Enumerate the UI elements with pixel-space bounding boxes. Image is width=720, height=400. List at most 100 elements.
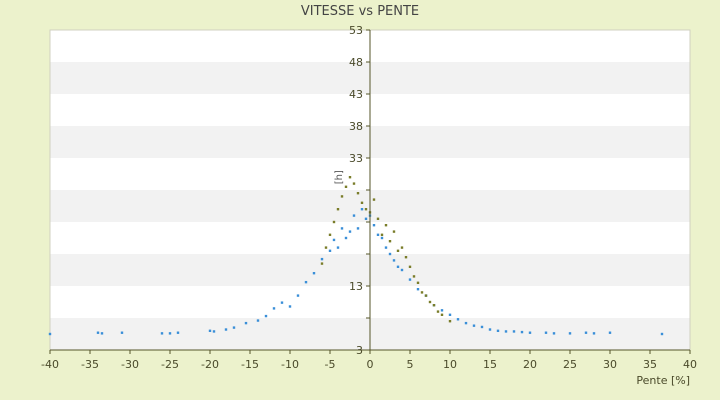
data-point xyxy=(400,246,404,249)
data-point xyxy=(328,233,332,236)
data-point xyxy=(344,236,348,240)
data-point xyxy=(408,278,412,281)
data-point xyxy=(544,331,548,334)
data-point xyxy=(456,318,460,321)
data-point xyxy=(272,307,276,310)
data-point xyxy=(256,319,260,322)
x-tick-label: -20 xyxy=(201,358,219,371)
x-tick-label: 0 xyxy=(367,358,374,371)
data-point xyxy=(312,272,316,275)
y-tick-labels: 3 13 33 38 43 48 53 xyxy=(349,24,363,357)
y-tick-label: 43 xyxy=(349,88,363,101)
chart-title: VITESSE vs PENTE xyxy=(301,4,419,19)
data-point xyxy=(448,313,452,316)
data-point xyxy=(356,227,360,230)
data-point xyxy=(404,256,408,259)
data-point xyxy=(280,301,284,304)
x-tick-label: 30 xyxy=(603,358,617,371)
data-point xyxy=(464,321,468,325)
y-tick-label: 33 xyxy=(349,152,363,165)
y-tick-label: 3 xyxy=(356,344,363,357)
data-point xyxy=(388,252,392,256)
data-point xyxy=(504,330,508,333)
data-point xyxy=(360,208,364,211)
data-point xyxy=(176,331,180,334)
data-point xyxy=(208,329,212,332)
data-point xyxy=(424,294,428,297)
data-point xyxy=(364,217,368,220)
data-point xyxy=(212,330,216,333)
data-point xyxy=(400,268,404,272)
data-point xyxy=(372,198,376,201)
x-tick-label: -10 xyxy=(281,358,299,371)
x-tick-label: -25 xyxy=(161,358,179,371)
data-point xyxy=(528,331,532,334)
data-point xyxy=(96,331,100,334)
data-point xyxy=(608,331,612,334)
data-point xyxy=(440,309,444,312)
data-point xyxy=(384,224,388,227)
data-point xyxy=(388,240,392,243)
data-point xyxy=(320,257,324,261)
y-tick-label: 48 xyxy=(349,56,363,69)
data-point xyxy=(352,182,356,185)
x-tick-label: 25 xyxy=(563,358,577,371)
data-point xyxy=(380,236,384,240)
x-tick-label: 15 xyxy=(483,358,497,371)
x-tick-label: 20 xyxy=(523,358,537,371)
data-point xyxy=(660,332,664,336)
data-point xyxy=(360,201,364,204)
data-point xyxy=(592,332,596,335)
x-tick-label: 35 xyxy=(643,358,657,371)
data-point xyxy=(244,321,248,325)
data-point xyxy=(440,313,444,316)
data-point xyxy=(496,329,500,332)
data-point xyxy=(344,185,348,188)
data-point xyxy=(48,332,52,336)
data-point xyxy=(340,195,344,198)
data-point xyxy=(384,246,388,249)
data-point xyxy=(416,281,420,284)
data-point xyxy=(480,325,484,329)
data-point xyxy=(372,224,376,227)
x-tick-label: -30 xyxy=(121,358,139,371)
data-point xyxy=(416,288,420,291)
data-point xyxy=(412,275,416,278)
x-axis-label: Pente [%] xyxy=(636,374,690,387)
data-point xyxy=(168,332,172,335)
x-tick-labels: -40 -35 -30 -25 -20 -15 -10 -5 0 5 10 15 20 25 30 35 40 xyxy=(41,358,697,371)
data-point xyxy=(160,332,164,335)
data-point xyxy=(296,294,300,297)
data-point xyxy=(392,230,396,233)
data-point xyxy=(336,208,340,211)
data-point xyxy=(436,310,440,313)
axes xyxy=(49,29,691,354)
x-tick-label: 5 xyxy=(407,358,414,371)
data-point xyxy=(328,249,332,252)
data-point xyxy=(408,265,412,268)
data-point xyxy=(380,233,384,236)
data-point xyxy=(420,291,424,294)
data-point xyxy=(352,214,356,217)
data-point xyxy=(396,249,400,252)
y-tick-label: 53 xyxy=(349,24,363,37)
data-point xyxy=(120,331,124,334)
data-point xyxy=(552,332,556,335)
data-point xyxy=(356,192,360,195)
data-point xyxy=(340,227,344,230)
data-point xyxy=(432,304,436,307)
data-point xyxy=(232,326,236,329)
data-point xyxy=(376,217,380,220)
data-point xyxy=(348,230,352,233)
data-point xyxy=(584,331,588,334)
data-point xyxy=(364,208,368,211)
data-points xyxy=(48,176,664,336)
data-point xyxy=(288,305,292,308)
data-point xyxy=(568,332,572,335)
data-point xyxy=(320,262,324,265)
data-point xyxy=(396,265,400,268)
x-tick-label: -5 xyxy=(325,358,336,371)
x-tick-label: -40 xyxy=(41,358,59,371)
x-tick-label: 40 xyxy=(683,358,697,371)
y-tick-label: 38 xyxy=(349,120,363,133)
